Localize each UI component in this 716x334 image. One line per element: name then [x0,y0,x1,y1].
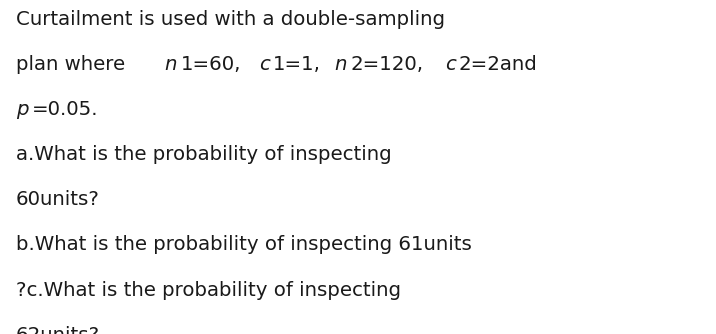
Text: plan where: plan where [16,55,131,74]
Text: n: n [334,55,347,74]
Text: Curtailment is used with a double-sampling: Curtailment is used with a double-sampli… [16,10,445,29]
Text: b.What is the probability of inspecting 61units: b.What is the probability of inspecting … [16,235,472,255]
Text: =0.05.: =0.05. [32,100,98,119]
Text: a.What is the probability of inspecting: a.What is the probability of inspecting [16,145,392,164]
Text: n: n [165,55,177,74]
Text: 2=2and: 2=2and [459,55,538,74]
Text: ?c.What is the probability of inspecting: ?c.What is the probability of inspecting [16,281,401,300]
Text: 62units?: 62units? [16,326,100,334]
Text: 60units?: 60units? [16,190,100,209]
Text: c: c [445,55,455,74]
Text: 2=120,: 2=120, [351,55,424,74]
Text: p: p [16,100,28,119]
Text: 1=60,: 1=60, [180,55,241,74]
Text: 1=1,: 1=1, [273,55,321,74]
Text: c: c [258,55,269,74]
